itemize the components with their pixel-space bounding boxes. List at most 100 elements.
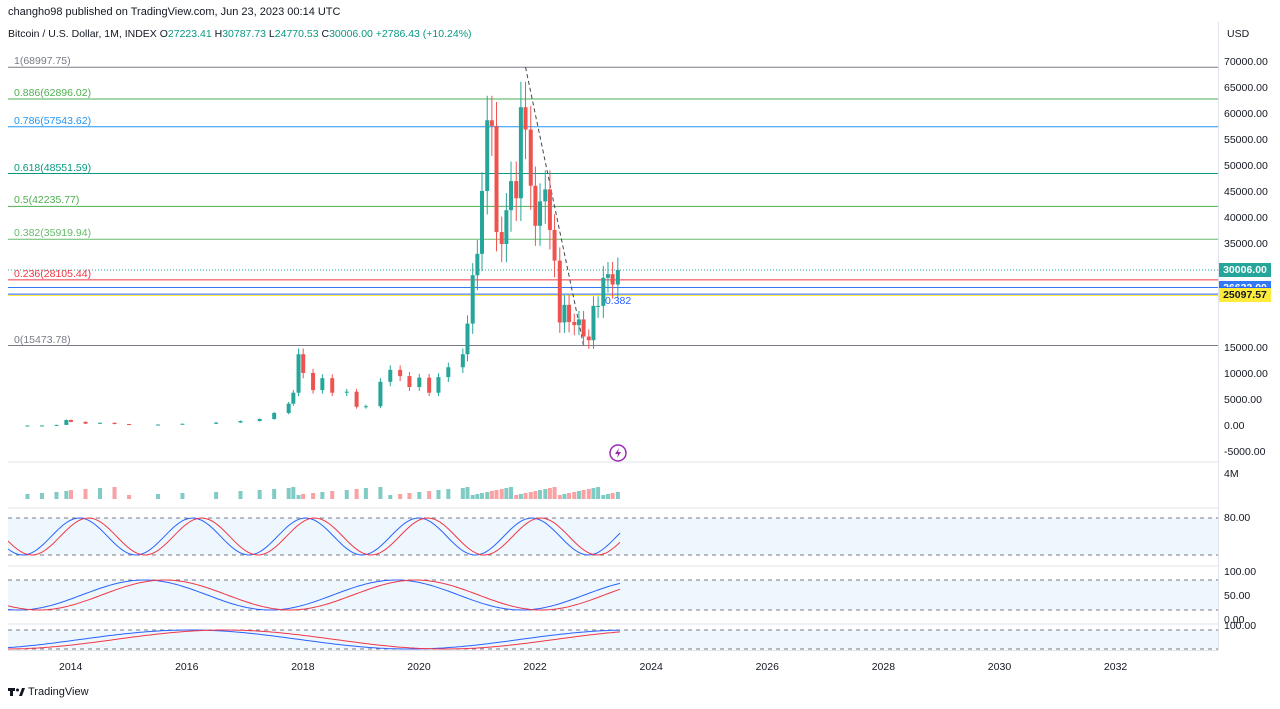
volume-bar [257,490,262,499]
lightning-icon [615,448,621,458]
high-label: H [214,28,223,40]
candle-body [39,425,44,427]
y-tick: 70000.00 [1224,56,1268,68]
candle-body [518,107,523,199]
candle-body [576,319,581,326]
fib-level-label: 0.5(42235.77) [14,194,80,207]
volume-bar [286,488,291,499]
price-tag: 25097.57 [1219,288,1271,303]
stoch-rsi-slow-band [8,580,1218,610]
volume-bar [591,488,596,499]
volume-bar [494,490,499,499]
volume-bar [562,494,567,499]
footer-brand[interactable]: TradingView [8,686,89,698]
volume-bar [311,493,316,499]
volume-bar [301,494,306,499]
volume-bar [615,492,620,499]
candle-body [538,201,543,226]
open-label: O [159,28,168,40]
volume-bar [509,487,514,499]
candle-body [479,190,484,254]
volume-bar [98,488,103,499]
stoch-rsi-long-d-line [8,629,621,650]
candle-body [591,305,596,341]
candle-body [127,424,132,426]
y-tick: 0.00 [1224,420,1245,432]
y-tick: 50000.00 [1224,160,1268,172]
candle-body [291,392,296,404]
candle-body [605,274,610,278]
volume-bar [436,490,441,499]
stoch-rsi-slow-d-line [7,579,621,611]
tradingview-logo-icon [8,687,25,697]
stoch-long-tick: 100.00 [1224,620,1257,632]
candle-body [398,369,403,377]
stoch-rsi-slow-k-line [7,579,621,611]
volume-bar [557,495,562,499]
volume-bar [378,487,383,499]
time-axis[interactable] [8,650,1218,681]
candle-body [83,421,88,424]
volume-bar [460,488,465,499]
volume-bar [180,493,185,499]
stoch-fast-tick: 80.00 [1224,512,1251,524]
candle-body [286,403,291,413]
candle-body [465,323,470,355]
candle-body [543,189,548,202]
x-tick: 2026 [755,661,779,673]
volume-bar [596,487,601,499]
fib-level-label: 0.618(48551.59) [14,161,92,174]
x-tick: 2032 [1103,661,1128,673]
y-tick: 10000.00 [1224,368,1268,380]
candle-body [54,424,59,426]
change-value: +2786.43 (+10.24%) [375,28,472,40]
volume-bar [69,490,73,499]
volume-bar [489,491,494,499]
volume-bar [363,488,368,499]
symbol-legend: Bitcoin / U.S. Dollar, 1M, INDEX O27223.… [8,28,472,40]
y-tick: 60000.00 [1224,108,1268,120]
candle-body [238,421,243,423]
y-tick: 35000.00 [1224,238,1268,250]
candle-body [485,120,490,191]
volume-bar [572,492,577,499]
volume-bar [83,489,88,499]
symbol-name[interactable]: Bitcoin / U.S. Dollar, 1M, INDEX [8,28,157,40]
candle-body [378,381,383,407]
volume-bar [388,495,393,499]
volume-bar [567,493,572,499]
volume-bar [518,494,523,499]
stoch-rsi-long-k-line [7,629,621,650]
volume-bar [344,490,349,499]
fib-level-label: 0.886(62896.02) [14,86,92,99]
candle-body [460,354,465,368]
x-tick: 2020 [407,661,431,673]
volume-bar [446,489,451,499]
stoch-slow-tick-100: 100.00 [1224,566,1257,578]
volume-bar [54,492,59,499]
volume-bar [296,495,301,499]
candle-body [528,129,533,186]
close-value: 30006.00 [329,28,373,40]
volume-bar [485,492,490,499]
candle-body [25,425,30,427]
volume-bar [533,491,538,499]
price-axis[interactable]: USD [1218,22,1280,650]
volume-bar [39,493,44,499]
volume-bar [475,494,480,499]
candle-body [470,275,475,324]
candle-body [494,125,499,233]
candle-body [180,423,185,425]
volume-bar [320,492,325,499]
volume-bar [25,494,30,499]
candle-body [311,372,316,391]
x-tick: 2018 [291,661,315,673]
volume-bar [407,493,412,499]
high-value: 30787.73 [222,28,266,40]
fib-level-label: 0.382(35919.94) [14,227,92,240]
y-tick: 55000.00 [1224,134,1268,146]
stoch-rsi-fast-d-line [7,517,621,556]
volume-bar [427,491,432,499]
volume-bar [272,489,277,499]
